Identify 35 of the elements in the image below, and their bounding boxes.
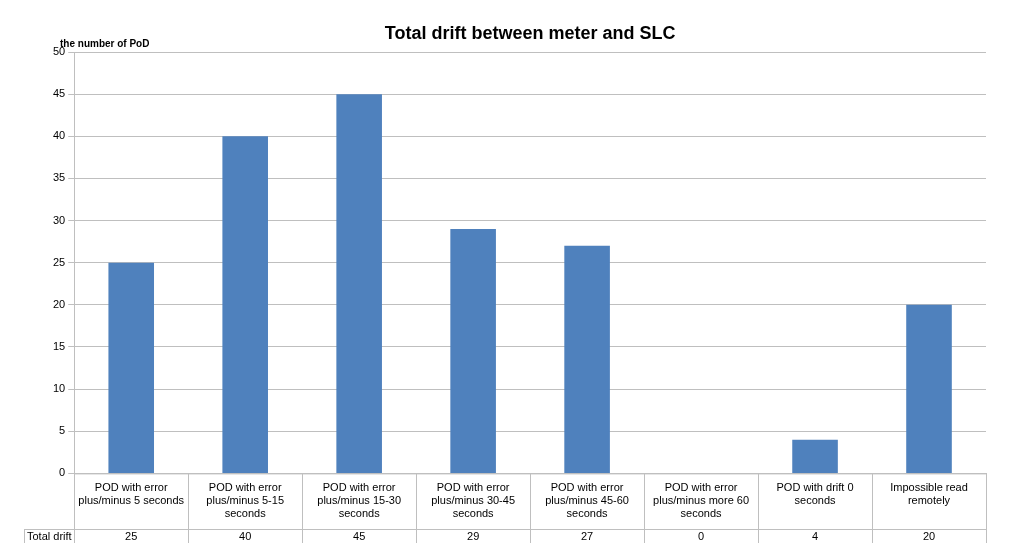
data-label: 25 (125, 530, 138, 543)
chart-title: Total drift between meter and SLC (384, 22, 676, 43)
x-tick-label: POD with error plus/minus 5 seconds (78, 481, 185, 507)
data-label: 29 (467, 530, 480, 543)
y-tick-label: 5 (59, 424, 66, 437)
bar (222, 136, 268, 473)
y-tick-label: 15 (52, 340, 66, 353)
data-label: 20 (922, 530, 936, 543)
x-tick-label: POD with drift 0 seconds (776, 481, 854, 507)
y-tick-label: 35 (52, 171, 66, 184)
x-tick-label: POD with error plus/minus 30-45 seconds (431, 481, 516, 520)
x-tick-label: POD with error plus/minus 5-15 seconds (206, 481, 285, 520)
data-label: 0 (698, 530, 705, 543)
x-tick-label: Impossible read remotely (890, 481, 968, 507)
x-tick-label: POD with error plus/minus 15-30 seconds (317, 481, 402, 520)
bar (336, 94, 382, 473)
y-tick-label: 0 (59, 466, 66, 479)
data-label: 4 (811, 530, 819, 543)
text: Total drift (27, 530, 72, 543)
bar (108, 262, 155, 473)
y-tick-label: 30 (52, 213, 66, 226)
bar (906, 304, 952, 473)
x-tick-label: POD with error plus/minus 45-60 seconds (545, 481, 629, 520)
data-label: 45 (353, 530, 366, 543)
bar (450, 228, 496, 473)
data-label: 40 (239, 530, 252, 543)
y-tick-label: 40 (52, 129, 66, 142)
bar (564, 245, 610, 473)
data-label: 27 (580, 530, 594, 543)
y-tick-label: 10 (52, 382, 66, 395)
y-tick-label: 45 (52, 87, 66, 100)
y-tick-label: 25 (52, 255, 66, 268)
y-tick-label: 20 (52, 297, 66, 310)
bar (792, 439, 838, 473)
x-tick-label: POD with error plus/minus more 60 seconds (653, 481, 750, 520)
